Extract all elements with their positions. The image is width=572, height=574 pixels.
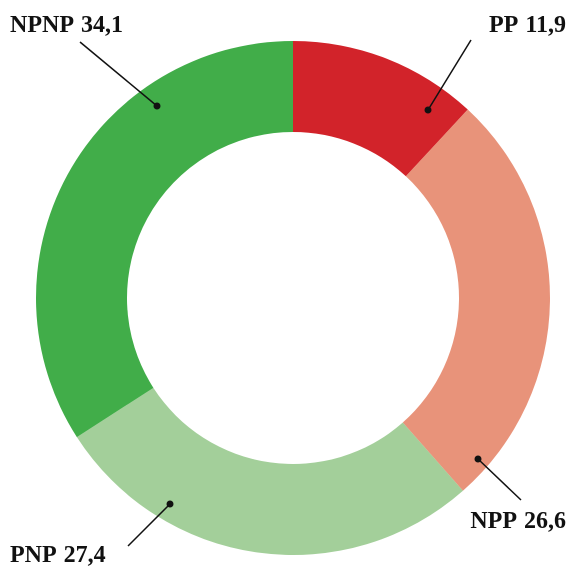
donut-segment <box>76 387 463 555</box>
donut-segment <box>293 41 468 177</box>
value-label: 34,1 <box>81 12 123 38</box>
leader-line <box>127 503 171 547</box>
segment-label: PNP 27,4 <box>10 542 106 568</box>
donut-segment <box>402 109 551 491</box>
leader-line <box>427 39 472 111</box>
leader-dot <box>153 102 161 110</box>
donut-segment <box>35 41 294 438</box>
category-label: PNP <box>10 542 57 568</box>
category-label: NPP <box>470 508 517 534</box>
value-label: 11,9 <box>525 12 566 38</box>
segment-label: NPNP 34,1 <box>10 12 123 38</box>
leader-dot <box>424 106 432 114</box>
leader-line <box>477 458 522 501</box>
segment-label: PP 11,9 <box>489 12 566 38</box>
value-label: 26,6 <box>524 508 566 534</box>
leader-dot <box>166 500 174 508</box>
leader-dot <box>474 455 482 463</box>
category-label: PP <box>489 12 518 38</box>
leader-line <box>79 41 158 107</box>
value-label: 27,4 <box>64 542 106 568</box>
segment-label: NPP 26,6 <box>470 508 566 534</box>
category-label: NPNP <box>10 12 74 38</box>
